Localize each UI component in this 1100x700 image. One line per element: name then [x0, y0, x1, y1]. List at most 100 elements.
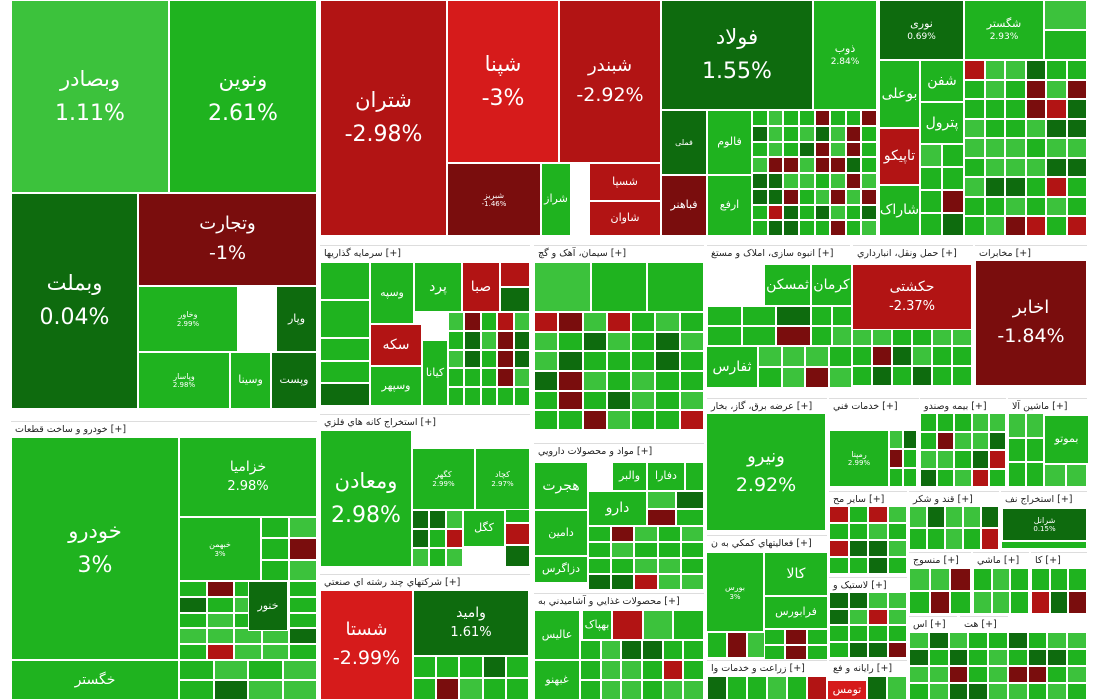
- minor-stock-tile[interactable]: [950, 591, 971, 614]
- minor-stock-tile[interactable]: [497, 349, 514, 369]
- minor-stock-tile[interactable]: [920, 413, 938, 432]
- sector-header[interactable]: [+] ساير مح: [829, 491, 907, 506]
- minor-stock-tile[interactable]: [1001, 541, 1087, 549]
- stock-tile[interactable]: ثمسکن: [764, 264, 811, 306]
- minor-stock-tile[interactable]: [179, 612, 207, 629]
- minor-stock-tile[interactable]: [767, 141, 784, 158]
- minor-stock-tile[interactable]: [798, 173, 815, 189]
- stock-tile[interactable]: شگستر 2.93%: [964, 0, 1044, 60]
- minor-stock-tile[interactable]: [845, 125, 862, 142]
- minor-stock-tile[interactable]: [783, 220, 799, 236]
- sector-header[interactable]: [+] ماشين آلا: [1008, 398, 1087, 413]
- minor-stock-tile[interactable]: [600, 680, 622, 700]
- minor-stock-tile[interactable]: [830, 125, 846, 142]
- minor-stock-tile[interactable]: [752, 125, 768, 142]
- minor-stock-tile[interactable]: [1025, 177, 1046, 197]
- minor-stock-tile[interactable]: [937, 450, 955, 469]
- minor-stock-tile[interactable]: [984, 118, 1005, 139]
- minor-stock-tile[interactable]: [887, 676, 907, 700]
- minor-stock-tile[interactable]: [1008, 462, 1026, 487]
- minor-stock-tile[interactable]: [920, 167, 942, 190]
- minor-stock-tile[interactable]: [984, 79, 1005, 100]
- minor-stock-tile[interactable]: [1066, 99, 1087, 119]
- sector-header[interactable]: [+] عرضه برق، گاز، بخار: [707, 398, 827, 413]
- minor-stock-tile[interactable]: [867, 676, 887, 700]
- minor-stock-tile[interactable]: [889, 449, 903, 468]
- minor-stock-tile[interactable]: [558, 371, 583, 391]
- minor-stock-tile[interactable]: [655, 351, 680, 371]
- minor-stock-tile[interactable]: [929, 568, 951, 591]
- minor-stock-tile[interactable]: [845, 188, 862, 205]
- minor-stock-tile[interactable]: [1005, 177, 1026, 197]
- minor-stock-tile[interactable]: [954, 413, 972, 432]
- minor-stock-tile[interactable]: [964, 177, 985, 197]
- minor-stock-tile[interactable]: [968, 632, 989, 649]
- minor-stock-tile[interactable]: [814, 157, 831, 173]
- minor-stock-tile[interactable]: [582, 351, 607, 371]
- minor-stock-tile[interactable]: [752, 188, 768, 205]
- minor-stock-tile[interactable]: [412, 529, 429, 548]
- stock-tile[interactable]: دارو: [588, 491, 647, 526]
- minor-stock-tile[interactable]: [1046, 138, 1067, 158]
- minor-stock-tile[interactable]: [611, 574, 635, 590]
- stock-tile[interactable]: فرابورس: [764, 596, 828, 629]
- minor-stock-tile[interactable]: [634, 574, 658, 590]
- minor-stock-tile[interactable]: [448, 368, 465, 388]
- minor-stock-tile[interactable]: [497, 312, 514, 331]
- stock-tile[interactable]: کگل: [463, 510, 505, 547]
- minor-stock-tile[interactable]: [909, 666, 929, 683]
- sector-header[interactable]: [+] فعاليتهاي کمکي به ن: [707, 535, 827, 550]
- minor-stock-tile[interactable]: [289, 628, 317, 645]
- minor-stock-tile[interactable]: [412, 510, 429, 529]
- minor-stock-tile[interactable]: [945, 528, 963, 550]
- minor-stock-tile[interactable]: [582, 410, 607, 430]
- stock-tile[interactable]: تاپیکو: [879, 128, 920, 185]
- minor-stock-tile[interactable]: [872, 366, 892, 386]
- minor-stock-tile[interactable]: [1047, 649, 1068, 666]
- minor-stock-tile[interactable]: [928, 649, 949, 666]
- minor-stock-tile[interactable]: [963, 528, 981, 550]
- minor-stock-tile[interactable]: [631, 410, 656, 430]
- sector-header[interactable]: [+] مواد و محصولات دارويي: [534, 443, 704, 458]
- minor-stock-tile[interactable]: [984, 157, 1005, 178]
- minor-stock-tile[interactable]: [289, 644, 317, 660]
- minor-stock-tile[interactable]: [767, 173, 784, 189]
- sector-header[interactable]: [+] اس: [909, 616, 957, 631]
- minor-stock-tile[interactable]: [845, 157, 862, 173]
- minor-stock-tile[interactable]: [500, 262, 530, 287]
- minor-stock-tile[interactable]: [179, 596, 207, 613]
- minor-stock-tile[interactable]: [954, 468, 972, 487]
- minor-stock-tile[interactable]: [1005, 216, 1026, 236]
- minor-stock-tile[interactable]: [942, 144, 964, 167]
- minor-stock-tile[interactable]: [505, 678, 529, 700]
- stock-tile[interactable]: وپاسار 2.98%: [138, 352, 230, 409]
- minor-stock-tile[interactable]: [845, 173, 862, 189]
- minor-stock-tile[interactable]: [500, 287, 530, 312]
- minor-stock-tile[interactable]: [606, 312, 632, 332]
- minor-stock-tile[interactable]: [534, 312, 559, 332]
- minor-stock-tile[interactable]: [611, 542, 635, 558]
- sector-header[interactable]: [+] محصولات غذايي و آشاميدني به: [534, 593, 704, 608]
- minor-stock-tile[interactable]: [861, 220, 877, 236]
- minor-stock-tile[interactable]: [1031, 568, 1050, 591]
- minor-stock-tile[interactable]: [482, 678, 506, 700]
- stock-tile[interactable]: کچاد 2.97%: [475, 448, 530, 510]
- minor-stock-tile[interactable]: [679, 312, 704, 332]
- minor-stock-tile[interactable]: [606, 371, 632, 391]
- minor-stock-tile[interactable]: [464, 330, 481, 350]
- minor-stock-tile[interactable]: [497, 387, 514, 406]
- minor-stock-tile[interactable]: [964, 138, 985, 158]
- stock-tile[interactable]: شبندر -2.92%: [559, 0, 661, 163]
- minor-stock-tile[interactable]: [964, 118, 985, 139]
- minor-stock-tile[interactable]: [1027, 649, 1048, 666]
- minor-stock-tile[interactable]: [606, 331, 632, 352]
- minor-stock-tile[interactable]: [1044, 0, 1087, 30]
- minor-stock-tile[interactable]: [621, 660, 642, 680]
- minor-stock-tile[interactable]: [830, 157, 846, 173]
- minor-stock-tile[interactable]: [887, 592, 907, 609]
- minor-stock-tile[interactable]: [829, 641, 849, 658]
- minor-stock-tile[interactable]: [413, 656, 437, 678]
- minor-stock-tile[interactable]: [971, 413, 989, 432]
- minor-stock-tile[interactable]: [950, 568, 971, 591]
- minor-stock-tile[interactable]: [675, 508, 704, 526]
